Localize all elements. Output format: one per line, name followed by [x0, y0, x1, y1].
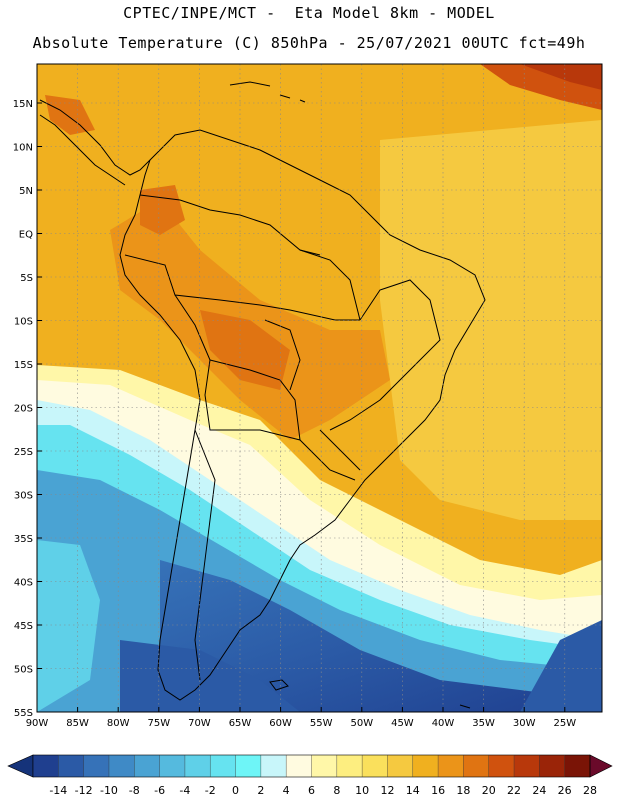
colorbar-swatch — [159, 755, 186, 777]
title-line-2: Absolute Temperature (C) 850hPa - 25/07/… — [32, 34, 586, 52]
lon-label: 25W — [553, 718, 576, 729]
colorbar-tick-label: 18 — [456, 784, 470, 797]
lon-label: 60W — [269, 718, 292, 729]
lat-label: 5N — [19, 186, 33, 197]
colorbar-swatch — [33, 755, 59, 777]
lon-label: 75W — [147, 718, 170, 729]
lon-label: 70W — [188, 718, 211, 729]
colorbar-tick-label: 14 — [406, 784, 420, 797]
colorbar-swatch — [564, 755, 591, 777]
colorbar-tick-label: -6 — [154, 784, 165, 797]
lon-label: 85W — [66, 718, 89, 729]
colorbar-swatch — [488, 755, 515, 777]
lat-label: 35S — [14, 534, 33, 545]
lat-label: 55S — [14, 708, 33, 719]
colorbar-swatch — [58, 755, 84, 777]
colorbar-tick-label: -12 — [75, 784, 93, 797]
colorbar-swatch — [83, 755, 110, 777]
lat-label: 50S — [14, 665, 33, 676]
lat-label: 5S — [20, 273, 33, 284]
lon-label: 65W — [229, 718, 252, 729]
lon-label: 55W — [310, 718, 333, 729]
colorbar-tick-label: -8 — [129, 784, 140, 797]
colorbar-swatch — [438, 755, 464, 777]
colorbar: -14 -12 -10 -8 -6 -4 -2 0 2 4 6 8 10 12 14 16 18 20 22 24 26… — [7, 754, 613, 797]
colorbar-tick-label: 0 — [232, 784, 239, 797]
latitude-labels: 15N 10N 5N EQ 5S 10S 15S 20S 25S 30S 35S 40S 45S 50S 5… — [13, 99, 42, 719]
colorbar-tick-label: 10 — [355, 784, 369, 797]
colorbar-tick-label: 6 — [308, 784, 315, 797]
colorbar-tick-label: 2 — [257, 784, 264, 797]
colorbar-tick-label: -10 — [100, 784, 118, 797]
lon-label: 35W — [472, 718, 495, 729]
colorbar-swatch — [184, 755, 211, 777]
lat-label: 30S — [14, 491, 33, 502]
lon-label: 90W — [26, 718, 49, 729]
lat-label: 20S — [14, 404, 33, 415]
lat-label: 25S — [14, 447, 33, 458]
colorbar-swatch — [539, 755, 565, 777]
colorbar-tick-label: 8 — [333, 784, 340, 797]
colorbar-under-arrow — [7, 754, 34, 778]
colorbar-swatch — [412, 755, 439, 777]
lat-label: 15N — [13, 99, 33, 110]
colorbar-swatch — [286, 755, 312, 777]
lat-label: 10N — [13, 143, 33, 154]
colorbar-swatch — [210, 755, 236, 777]
colorbar-tick-label: 26 — [558, 784, 572, 797]
gridlines — [37, 64, 602, 712]
lon-label: 45W — [391, 718, 414, 729]
colorbar-swatch — [260, 755, 287, 777]
colorbar-swatch — [134, 755, 160, 777]
colorbar-tick-label: 20 — [482, 784, 496, 797]
colorbar-tick-label: 24 — [532, 784, 546, 797]
colorbar-swatch — [311, 755, 338, 777]
temperature-field — [37, 64, 602, 712]
colorbar-tick-label: -2 — [205, 784, 216, 797]
colorbar-tick-label: -14 — [49, 784, 67, 797]
lon-label: 50W — [350, 718, 373, 729]
colorbar-tick-label: 22 — [507, 784, 521, 797]
colorbar-swatch — [463, 755, 490, 777]
colorbar-tick-label: 12 — [380, 784, 394, 797]
lon-label: 30W — [513, 718, 536, 729]
lat-label: 15S — [14, 360, 33, 371]
colorbar-tick-label: 16 — [431, 784, 445, 797]
plot-frame — [36, 63, 603, 713]
lon-label: 40W — [432, 718, 455, 729]
colorbar-tick-label: 4 — [283, 784, 290, 797]
colorbar-swatch — [514, 755, 540, 777]
colorbar-over-arrow — [589, 754, 613, 778]
lat-label: EQ — [19, 230, 33, 241]
colorbar-swatch — [108, 755, 135, 777]
colorbar-tick-label: 28 — [583, 784, 597, 797]
colorbar-swatch — [336, 755, 363, 777]
lat-label: 45S — [14, 621, 33, 632]
longitude-labels: 90W 85W 80W 75W 70W 65W 60W 55W 50W 45W 40W 35W 30W 2… — [26, 707, 576, 729]
lat-label: 10S — [14, 317, 33, 328]
coastlines — [39, 81, 486, 709]
lon-label: 80W — [107, 718, 130, 729]
lat-label: 40S — [14, 578, 33, 589]
colorbar-swatch — [387, 755, 414, 777]
colorbar-tick-label: -4 — [179, 784, 190, 797]
title-line-1: CPTEC/INPE/MCT - Eta Model 8km - MODEL — [123, 4, 495, 22]
colorbar-swatch — [362, 755, 388, 777]
colorbar-swatch — [235, 755, 262, 777]
